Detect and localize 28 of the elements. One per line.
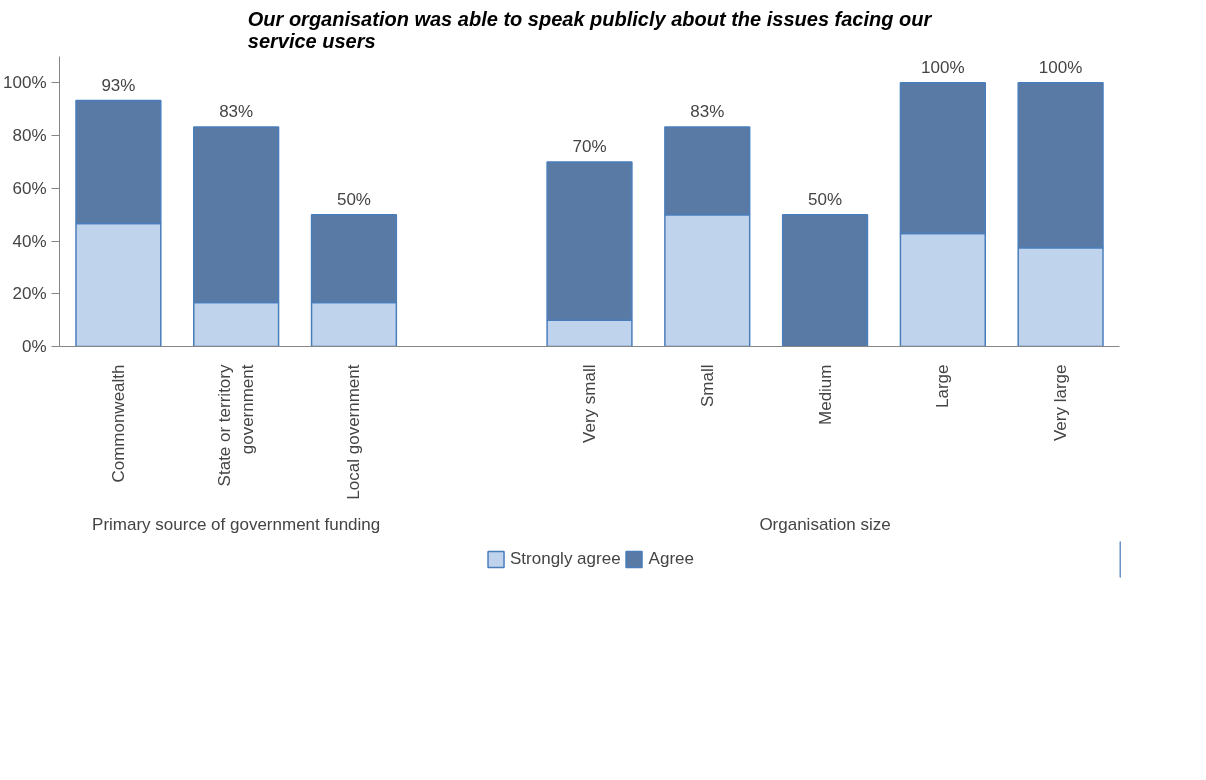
y-tick-label: 0% <box>21 337 47 356</box>
legend-label: Strongly agree <box>510 549 621 569</box>
x-tick-label: Very large <box>1051 364 1071 442</box>
x-tick-label: Small <box>697 364 717 408</box>
x-tick-label: Very small <box>580 364 599 443</box>
y-tick-label: 60% <box>12 178 47 198</box>
text: Organisation size <box>759 514 891 534</box>
total-label: 100% <box>1038 57 1083 77</box>
total-label: 83% <box>219 101 254 121</box>
x-tick-label: State or territory government <box>215 364 258 487</box>
text: Primary source of government funding <box>92 514 381 534</box>
legend-label: Agree <box>648 549 694 569</box>
total-label: 93% <box>101 75 136 95</box>
total-label: 100% <box>921 57 965 77</box>
chart-title: Our organisation was able to speak publicly about the issues facing our service users <box>247 7 933 52</box>
x-tick-label: Large <box>933 364 953 408</box>
total-label: 70% <box>572 136 607 156</box>
total-label: 50% <box>336 189 371 209</box>
total-label: 83% <box>690 101 725 121</box>
y-tick-label: 100% <box>3 73 47 93</box>
bar <box>781 213 869 347</box>
y-tick-label: 80% <box>12 126 47 146</box>
x-tick-label: Medium <box>815 364 835 425</box>
y-tick-label: 20% <box>12 284 47 304</box>
x-tick-label: Local government <box>344 364 364 500</box>
x-tick-label: Commonwealth <box>108 364 128 483</box>
total-label: 50% <box>808 189 843 209</box>
y-tick-label: 40% <box>12 231 47 251</box>
